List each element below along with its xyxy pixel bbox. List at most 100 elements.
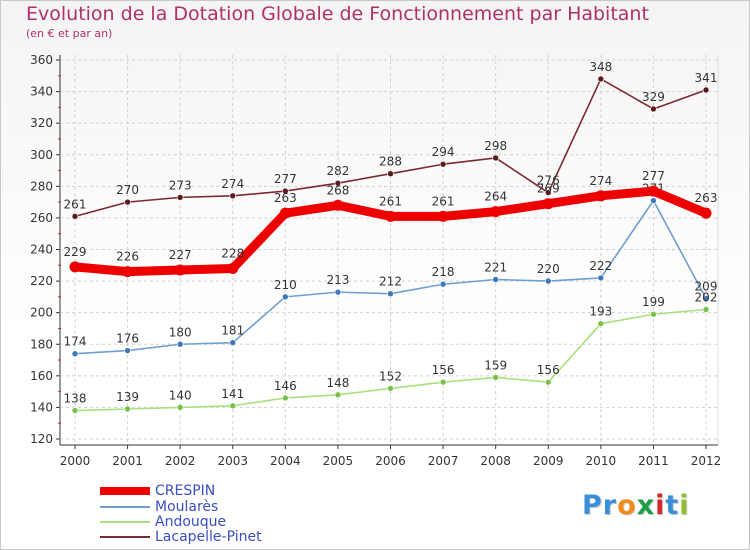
logo-letter: t (665, 490, 680, 521)
data-point (387, 385, 394, 392)
data-point (490, 206, 502, 218)
data-point (279, 207, 291, 219)
legend-item-crespin[interactable]: CRESPIN (100, 483, 360, 499)
data-point (597, 274, 605, 282)
data-label: 212 (379, 275, 402, 289)
data-label: 288 (379, 155, 402, 169)
data-point (334, 288, 342, 296)
data-label: 152 (379, 369, 402, 383)
data-point (439, 280, 447, 288)
data-label: 261 (64, 197, 87, 211)
data-point (387, 290, 394, 298)
data-point (385, 210, 396, 222)
y-tick-label: 360 (30, 53, 53, 67)
data-label: 264 (484, 190, 507, 204)
data-label: 220 (537, 262, 560, 276)
data-point (71, 213, 79, 220)
data-point (229, 402, 237, 410)
legend-label: Moularès (155, 499, 219, 515)
data-label: 193 (589, 305, 612, 319)
legend-label: Lacapelle-Pinet (155, 529, 262, 545)
y-tick-label: 240 (30, 243, 53, 257)
data-label: 268 (326, 183, 349, 197)
data-point (71, 350, 79, 358)
y-tick-label: 340 (30, 85, 53, 99)
data-label: 210 (274, 278, 297, 292)
data-point (334, 179, 342, 187)
chart-subtitle: (en € et par an) (26, 27, 113, 40)
data-label: 148 (326, 376, 349, 390)
data-label: 270 (116, 183, 139, 197)
data-point (229, 339, 237, 346)
chart-title: Evolution de la Dotation Globale de Fonc… (26, 3, 649, 25)
data-label: 274 (221, 177, 244, 191)
data-point (437, 210, 449, 222)
data-point (597, 75, 605, 83)
data-label: 181 (221, 324, 244, 338)
data-point (544, 189, 552, 196)
legend-item-moulares[interactable]: Moularès (100, 499, 360, 515)
data-point (282, 187, 289, 195)
x-tick-label: 2005 (323, 454, 354, 468)
x-tick-label: 2007 (428, 454, 459, 468)
y-tick-label: 200 (30, 306, 53, 320)
data-label: 222 (589, 259, 612, 273)
data-point (650, 105, 657, 113)
data-point (702, 306, 710, 313)
logo-letter: x (636, 490, 656, 521)
data-label: 213 (326, 273, 349, 287)
x-tick-label: 2003 (217, 454, 248, 468)
data-label: 274 (589, 174, 612, 188)
data-point (124, 405, 131, 413)
data-label: 228 (221, 246, 244, 260)
data-label: 174 (64, 335, 87, 349)
data-point (332, 199, 344, 211)
legend-swatch (100, 487, 150, 495)
data-point (544, 378, 552, 386)
data-label: 159 (484, 358, 507, 372)
data-label: 176 (116, 332, 139, 346)
x-tick-label: 2000 (60, 454, 91, 468)
logo-letter: P (582, 490, 603, 521)
data-label: 277 (274, 172, 297, 186)
data-point (122, 266, 134, 278)
y-tick-label: 120 (30, 432, 53, 446)
x-tick-label: 2006 (375, 454, 406, 468)
series-moular-s: 174176180181210213212218221220222271209 (64, 182, 717, 358)
data-label: 156 (432, 363, 455, 377)
x-tick-label: 2009 (533, 454, 564, 468)
series-crespin: 229 226 227 228 263 268 261 261 264 269 274 277 263 (64, 169, 717, 278)
data-point (124, 347, 131, 354)
data-label: 294 (432, 145, 455, 159)
data-label: 229 (64, 245, 87, 259)
data-point (702, 86, 710, 94)
y-tick-label: 320 (30, 116, 53, 130)
legend-item-lacapelle-pinet[interactable]: Lacapelle-Pinet (100, 529, 360, 545)
x-tick-label: 2012 (691, 454, 722, 468)
legend-label: CRESPIN (155, 483, 216, 499)
data-point (544, 277, 552, 285)
data-label: 348 (589, 60, 612, 74)
data-point (439, 378, 447, 386)
data-label: 218 (432, 265, 455, 279)
data-label: 138 (64, 392, 87, 406)
data-point (282, 293, 289, 301)
proxiti-logo[interactable]: Proxiti (582, 490, 690, 521)
data-label: 227 (169, 248, 192, 262)
legend-item-andouque[interactable]: Andouque (100, 514, 360, 530)
data-point (69, 261, 81, 273)
logo-letter: i (679, 490, 690, 521)
data-label: 329 (642, 90, 665, 104)
data-point (700, 207, 712, 219)
data-point (176, 194, 184, 201)
data-point (702, 295, 710, 302)
data-label: 221 (484, 261, 507, 275)
logo-letter: i (655, 490, 666, 521)
data-point (229, 192, 237, 200)
data-point (647, 185, 659, 197)
y-tick-label: 260 (30, 211, 53, 225)
data-point (174, 264, 186, 276)
data-label: 341 (695, 71, 718, 85)
series-lacapelle-pinet: 261 270 273 274 277 282 288 294 298 276 348 329 341 (64, 60, 718, 220)
data-point (176, 404, 184, 411)
